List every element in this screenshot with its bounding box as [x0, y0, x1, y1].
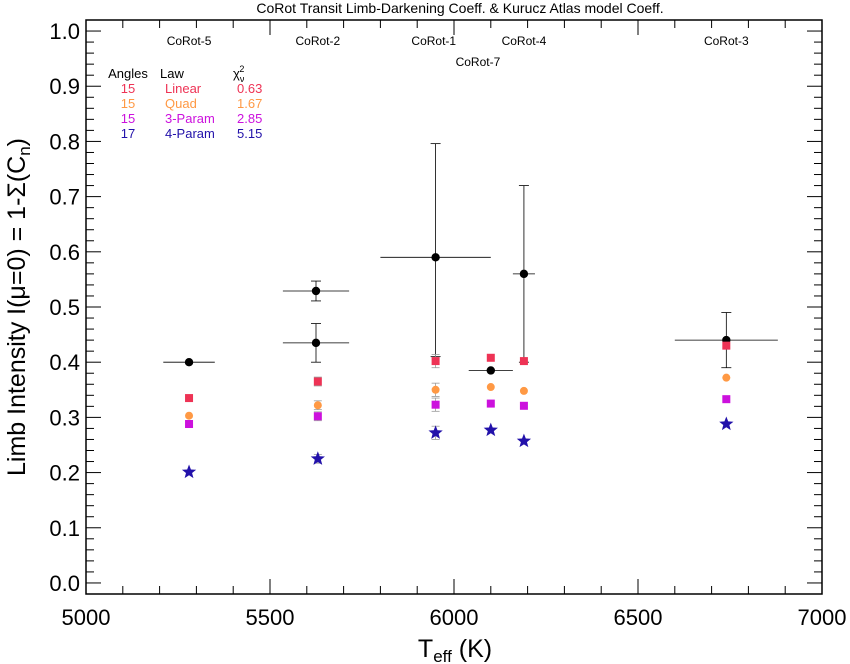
- observed-point: [519, 269, 529, 279]
- y-axis-title-sub: n: [15, 146, 34, 155]
- legend-law: 3-Param: [165, 111, 215, 126]
- star-label: CoRot-4: [502, 34, 547, 48]
- 4-param-point: [516, 433, 532, 448]
- legend-angles: 15: [121, 81, 135, 96]
- x-axis-title-unit: (K): [452, 635, 492, 663]
- star-label: CoRot-3: [704, 34, 749, 48]
- 3-param-point: [431, 400, 440, 409]
- observed-point: [431, 253, 440, 262]
- y-tick-label: 0.1: [49, 516, 80, 541]
- legend-header-angles: Angles: [108, 66, 148, 81]
- 4-param-point: [483, 422, 498, 437]
- legend-header-law: Law: [160, 66, 184, 81]
- y-axis-title-close: ): [3, 138, 31, 146]
- x-axis-title: Teff (K): [418, 635, 492, 664]
- 4-param-point: [181, 464, 197, 479]
- legend-law: Quad: [165, 96, 197, 111]
- linear-point: [313, 377, 322, 386]
- y-tick-label: 0.7: [49, 185, 80, 210]
- star-label: CoRot-2: [295, 34, 340, 48]
- linear-point: [519, 357, 528, 366]
- quad-point: [486, 383, 495, 392]
- legend-angles: 15: [121, 111, 135, 126]
- legend-header-chi-sub: ν: [240, 74, 245, 84]
- y-tick-label: 1.0: [49, 19, 80, 44]
- y-tick-label: 0.9: [49, 74, 80, 99]
- x-tick-label: 7000: [798, 605, 847, 630]
- legend-header-chi: χν2: [233, 64, 245, 84]
- y-tick-label: 0.3: [49, 405, 80, 430]
- legend-angles: 15: [121, 96, 135, 111]
- legend-header-chi-symbol: χ: [233, 66, 240, 81]
- y-tick-label: 0.8: [49, 129, 80, 154]
- legend-chi2: 5.15: [237, 126, 262, 141]
- legend-angles: 17: [121, 126, 135, 141]
- linear-point: [722, 341, 731, 350]
- x-tick-label: 5000: [62, 605, 111, 630]
- 3-param-point: [486, 399, 495, 408]
- x-axis-title-sub: eff: [433, 647, 452, 664]
- observed-point: [311, 338, 321, 348]
- 4-param-point: [428, 425, 443, 439]
- 3-param-point: [722, 395, 731, 404]
- x-tick-label: 5500: [246, 605, 295, 630]
- x-axis-title-main: T: [418, 635, 433, 663]
- quad-point: [722, 373, 731, 382]
- linear-point: [185, 394, 194, 403]
- linear-point: [431, 357, 440, 366]
- observed-points: [163, 143, 778, 375]
- star-label: CoRot-1: [411, 34, 456, 48]
- linear-point: [486, 353, 495, 362]
- chart-title: CoRot Transit Limb-Darkening Coeff. & Ku…: [256, 0, 663, 16]
- observed-point: [311, 286, 321, 296]
- y-tick-label: 0.0: [49, 571, 80, 596]
- axes: 5000 5500 6000 6500 7000 0.0 0.1 0.2 0.3 0.4 0.5 0.…: [49, 19, 846, 630]
- observed-point: [184, 357, 194, 367]
- star-label: CoRot-5: [167, 34, 212, 48]
- legend-header-chi-sup: 2: [239, 64, 244, 74]
- model-series: [181, 341, 734, 479]
- 3-param-point: [185, 420, 194, 429]
- x-tick-label: 6000: [430, 605, 479, 630]
- y-axis-title-main: Limb Intensity I(μ=0) = 1-Σ(C: [3, 156, 31, 476]
- legend-chi2: 0.63: [237, 81, 262, 96]
- x-tick-label: 6500: [614, 605, 663, 630]
- legend-law: Linear: [165, 81, 202, 96]
- observed-point: [486, 366, 495, 375]
- y-tick-label: 0.6: [49, 240, 80, 265]
- 4-param-point: [719, 416, 734, 431]
- y-tick-label: 0.4: [49, 350, 80, 375]
- legend-chi2: 1.67: [237, 96, 262, 111]
- 3-param-point: [519, 401, 528, 410]
- quad-point: [185, 411, 194, 420]
- quad-point: [431, 385, 440, 394]
- quad-point: [519, 386, 528, 395]
- legend-law: 4-Param: [165, 126, 215, 141]
- star-label: CoRot-7: [456, 55, 501, 69]
- legend: Angles Law χν2 15 Linear 0.63 15 Quad 1.67 15 3-Pa…: [108, 64, 262, 141]
- y-tick-label: 0.2: [49, 461, 80, 486]
- quad-point: [313, 401, 322, 410]
- 3-param-point: [313, 412, 322, 421]
- y-tick-label: 0.5: [49, 295, 80, 320]
- 4-param-point: [310, 451, 325, 465]
- y-axis-title: Limb Intensity I(μ=0) = 1-Σ(Cn): [3, 138, 34, 476]
- legend-chi2: 2.85: [237, 111, 262, 126]
